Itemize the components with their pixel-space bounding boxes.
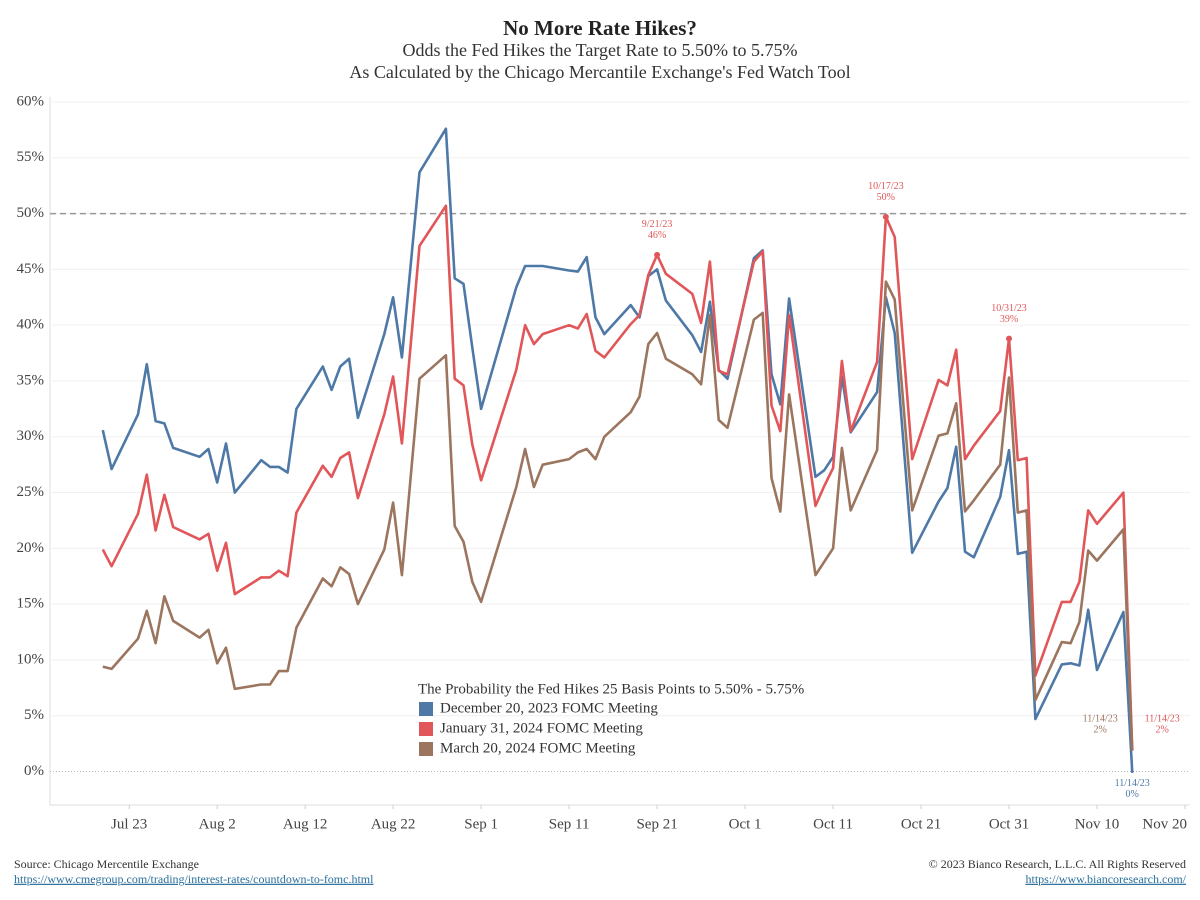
y-tick-label: 0%	[24, 763, 44, 779]
x-tick-label: Sep 21	[636, 816, 677, 832]
annotation-date: 9/21/23	[642, 219, 673, 230]
y-tick-label: 35%	[17, 372, 45, 388]
y-tick-label: 45%	[17, 261, 45, 277]
annotation-dot	[654, 251, 661, 258]
y-tick-label: 20%	[17, 540, 45, 556]
x-tick-label: Sep 11	[549, 816, 590, 832]
legend-swatch	[419, 722, 433, 736]
legend-swatch	[419, 702, 433, 716]
legend-label: December 20, 2023 FOMC Meeting	[440, 700, 658, 716]
legend-label: March 20, 2024 FOMC Meeting	[440, 740, 636, 756]
x-tick-label: Aug 2	[199, 816, 236, 832]
series-line	[101, 204, 1134, 750]
y-tick-label: 30%	[17, 428, 45, 444]
copyright: © 2023 Bianco Research, L.L.C. All Right…	[929, 857, 1186, 871]
x-tick-label: Aug 12	[283, 816, 328, 832]
annotation-date: 11/14/23	[1083, 714, 1118, 725]
series-line	[101, 127, 1134, 772]
annotation-date: 10/17/23	[868, 181, 904, 192]
annotation-value: 39%	[1000, 314, 1018, 325]
y-tick-label: 15%	[17, 596, 45, 612]
x-tick-label: Sep 1	[464, 816, 498, 832]
annotation-dot	[1130, 770, 1134, 774]
y-tick-label: 50%	[17, 205, 45, 221]
x-tick-label: Nov 20	[1142, 816, 1187, 832]
annotation-value: 46%	[648, 230, 666, 241]
y-tick-label: 5%	[24, 707, 44, 723]
legend-swatch	[419, 742, 433, 756]
source: Source: Chicago Mercentile Exchange	[14, 857, 199, 871]
annotation-value: 50%	[877, 192, 895, 203]
legend-title: The Probability the Fed Hikes 25 Basis P…	[418, 681, 804, 697]
annotation-dot	[1130, 747, 1134, 751]
source-link[interactable]: https://www.cmegroup.com/trading/interes…	[14, 872, 374, 886]
x-tick-label: Aug 22	[371, 816, 416, 832]
chart-subtitle: As Calculated by the Chicago Mercantile …	[349, 62, 850, 82]
annotation-dot	[882, 213, 889, 220]
x-tick-label: Nov 10	[1075, 816, 1120, 832]
x-tick-label: Jul 23	[111, 816, 147, 832]
y-tick-label: 40%	[17, 317, 45, 333]
x-tick-label: Oct 21	[901, 816, 941, 832]
annotation-dot	[1006, 335, 1013, 342]
chart-title: No More Rate Hikes?	[503, 16, 697, 40]
annotation-value: 2%	[1156, 725, 1169, 736]
site-link[interactable]: https://www.biancoresearch.com/	[1025, 872, 1186, 886]
annotation-date: 11/14/23	[1145, 714, 1180, 725]
x-tick-label: Oct 11	[813, 816, 853, 832]
annotation-value: 0%	[1126, 789, 1139, 800]
y-tick-label: 10%	[17, 651, 45, 667]
y-tick-label: 60%	[17, 93, 45, 109]
y-tick-label: 25%	[17, 484, 45, 500]
annotation-date: 11/14/23	[1115, 778, 1150, 789]
legend-label: January 31, 2024 FOMC Meeting	[440, 720, 643, 736]
x-tick-label: Oct 31	[989, 816, 1029, 832]
y-tick-label: 55%	[17, 149, 45, 165]
chart-subtitle: Odds the Fed Hikes the Target Rate to 5.…	[402, 40, 797, 60]
series-line	[102, 280, 1134, 750]
annotation-date: 10/31/23	[991, 303, 1027, 314]
x-tick-label: Oct 1	[729, 816, 762, 832]
annotation-value: 2%	[1094, 725, 1107, 736]
